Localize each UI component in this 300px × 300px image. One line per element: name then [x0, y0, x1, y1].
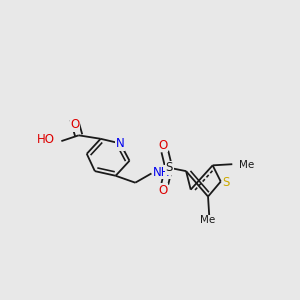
- Text: S: S: [222, 176, 230, 189]
- Text: Me: Me: [200, 215, 216, 225]
- Text: O: O: [158, 139, 168, 152]
- Text: S: S: [166, 161, 173, 174]
- Text: N: N: [116, 137, 124, 150]
- Text: HO: HO: [36, 134, 54, 146]
- Text: NH: NH: [153, 166, 170, 179]
- Text: O: O: [70, 118, 80, 131]
- Text: Me: Me: [239, 160, 254, 170]
- Text: O: O: [158, 184, 168, 197]
